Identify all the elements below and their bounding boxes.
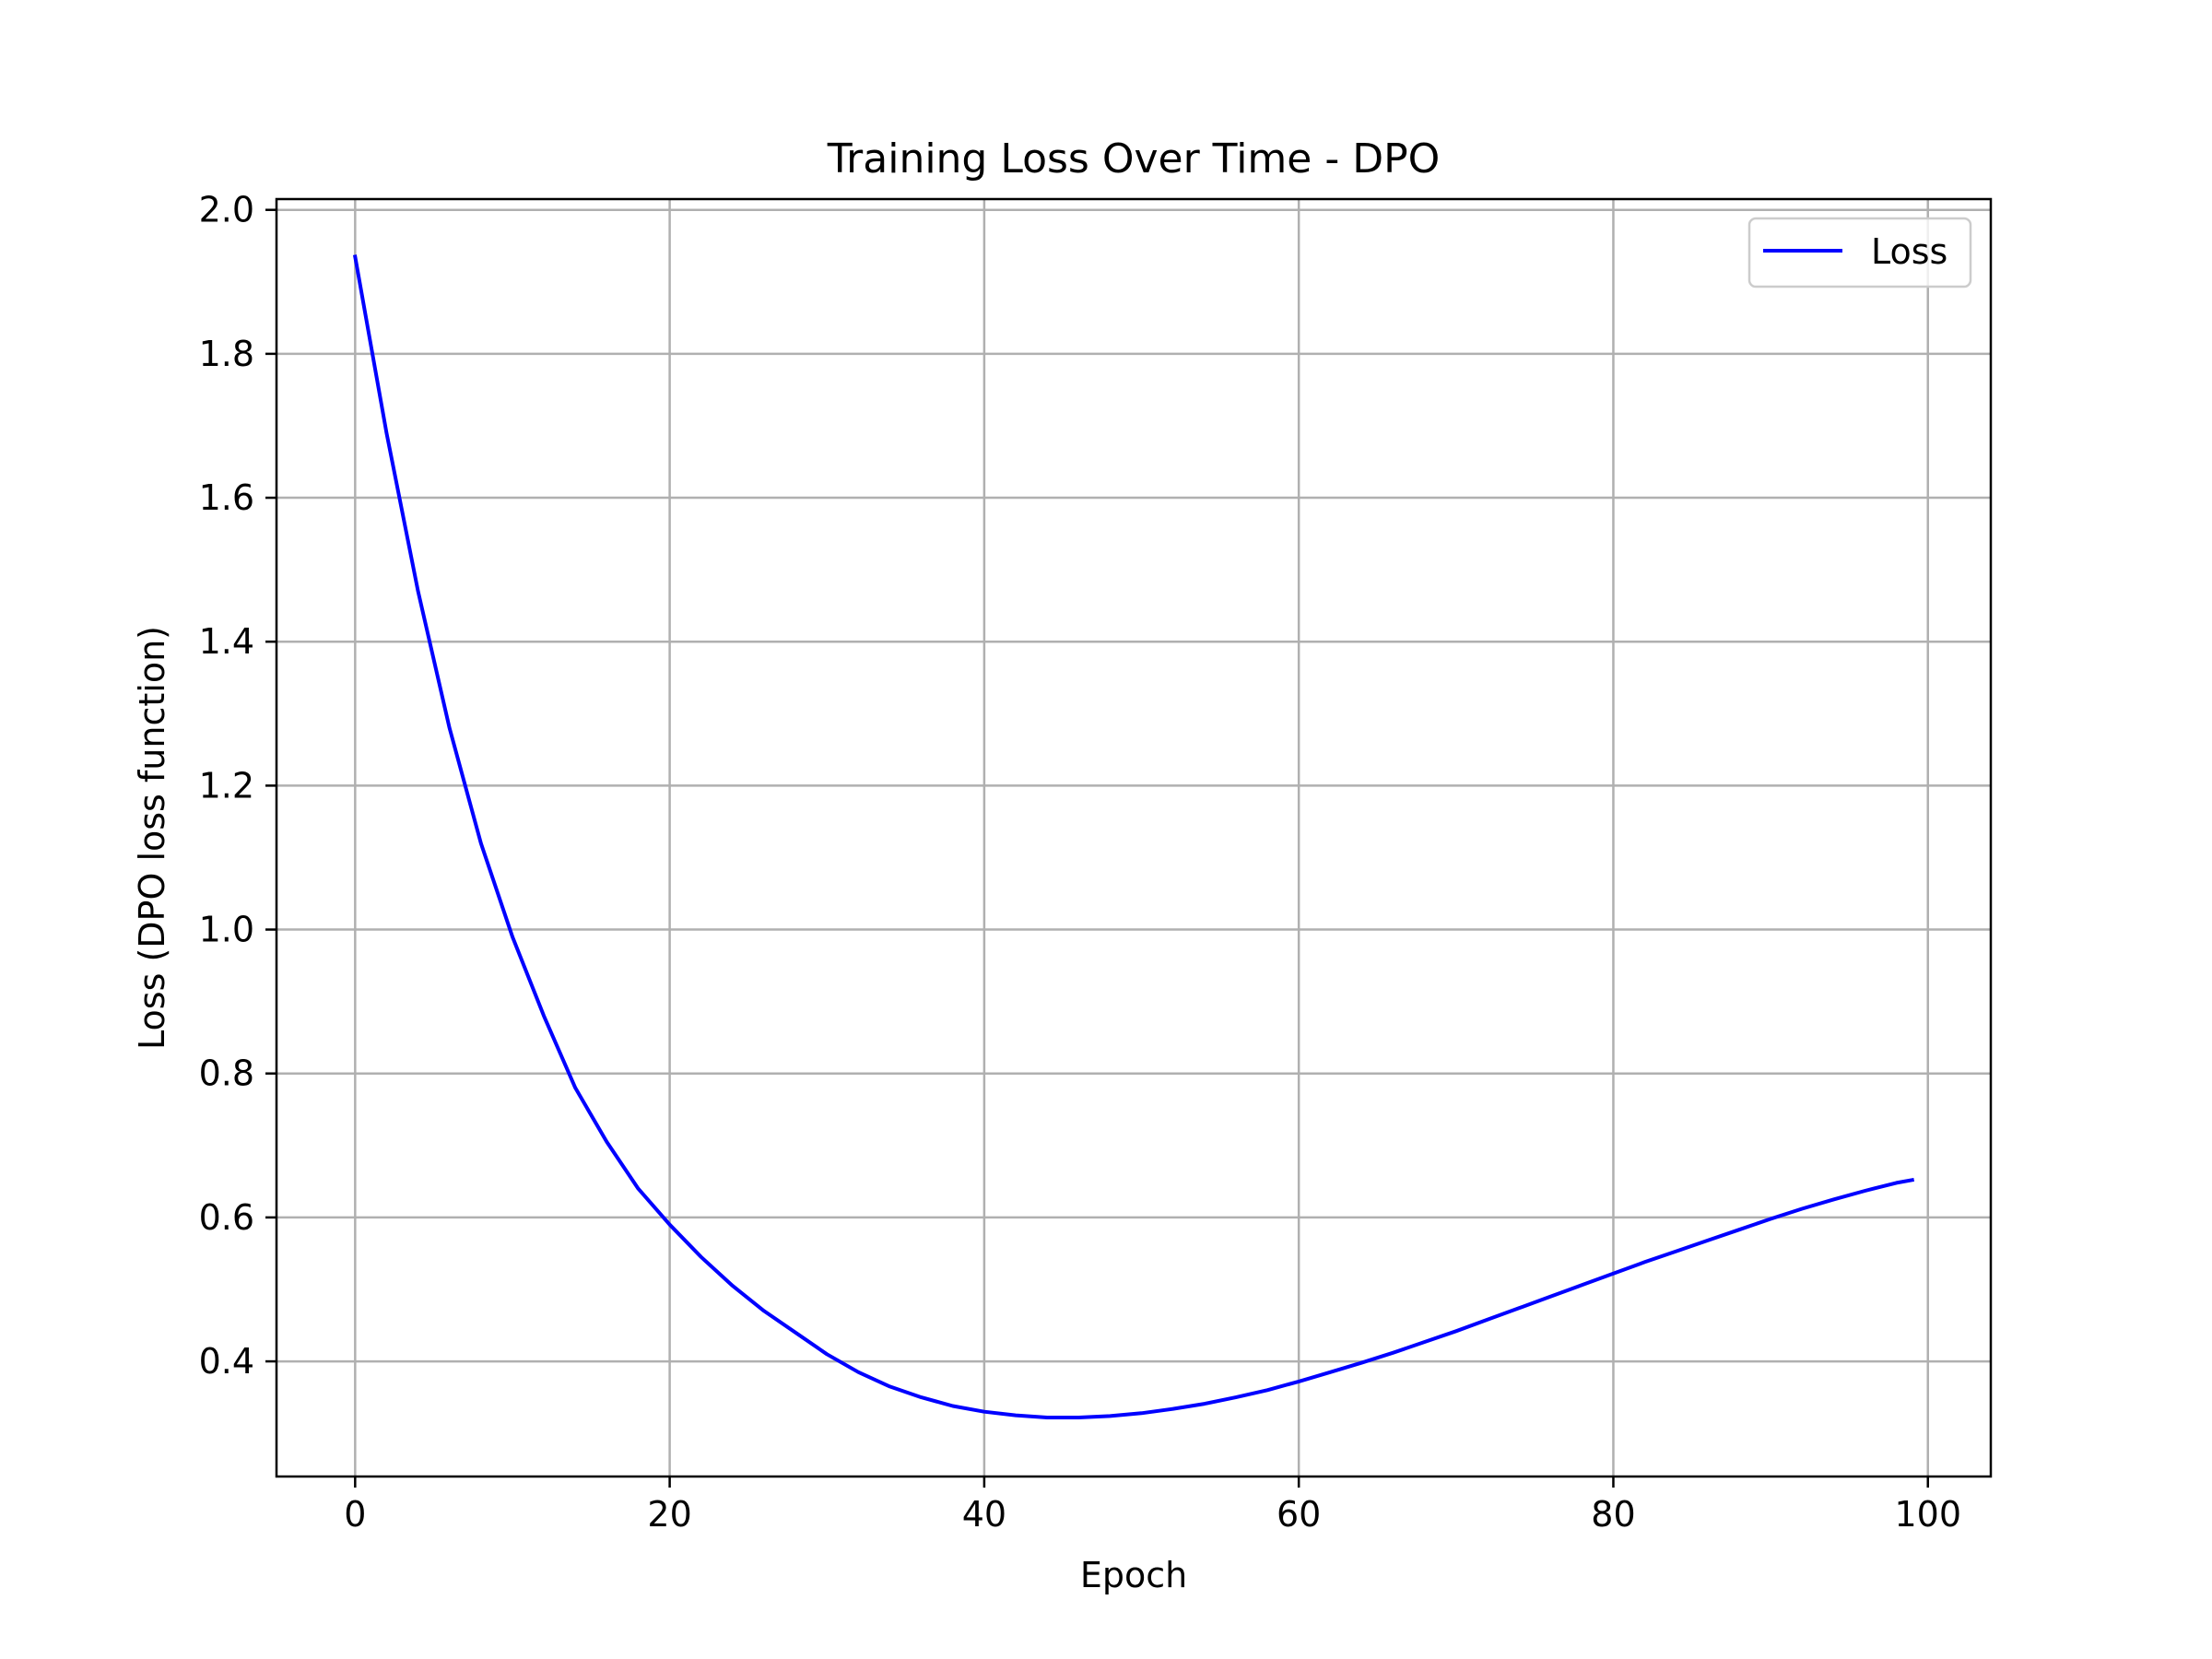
x-tick-label: 20: [647, 1494, 691, 1535]
y-tick-label: 0.4: [199, 1341, 254, 1382]
y-tick-label: 1.8: [199, 334, 254, 374]
x-tick-label: 60: [1277, 1494, 1321, 1535]
plot-frame: [275, 197, 1993, 1478]
legend-box: [1747, 217, 1972, 288]
x-axis-label: Epoch: [1080, 1555, 1187, 1595]
x-tick-label: 80: [1591, 1494, 1635, 1535]
x-tick-label: 0: [344, 1494, 366, 1535]
grid: [276, 199, 1991, 1477]
chart-title: Training Loss Over Time - DPO: [827, 135, 1441, 182]
y-tick-label: 1.2: [199, 765, 254, 806]
y-tick-label: 2.0: [199, 190, 254, 230]
y-tick-label: 1.6: [199, 477, 254, 518]
y-tick-label: 0.6: [199, 1197, 254, 1238]
y-axis-ticks: 0.4 0.6 0.8 1.0 1.2 1.4 1.6 1.8 2.0: [199, 190, 276, 1382]
y-tick-label: 1.4: [199, 621, 254, 662]
y-tick-label: 1.0: [199, 910, 254, 950]
x-axis-ticks: 0 20 40 60 80 100: [344, 1477, 1961, 1535]
plot-lines: [352, 254, 1915, 1419]
legend: Loss: [1747, 217, 1972, 288]
y-axis-label: Loss (DPO loss function): [132, 626, 172, 1050]
x-tick-label: 100: [1894, 1494, 1961, 1535]
y-tick-label: 0.8: [199, 1053, 254, 1094]
series-line-loss: [352, 254, 1915, 1419]
x-tick-label: 40: [962, 1494, 1006, 1535]
legend-label: Loss: [1871, 231, 1947, 272]
